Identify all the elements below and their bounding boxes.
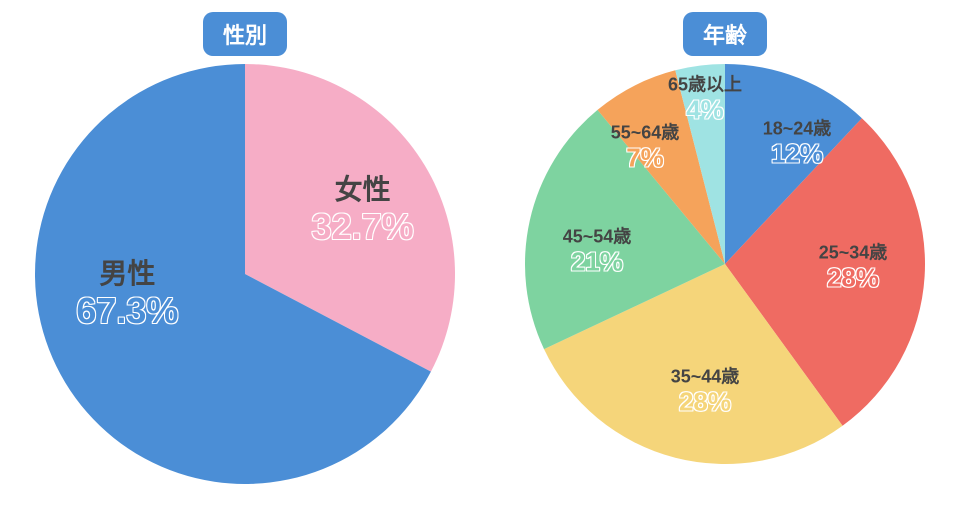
age-pie-svg — [525, 64, 925, 464]
charts-container: 性別 女性32.7%男性67.3% 年齢 18~24歳12%25~34歳28%3… — [0, 0, 960, 518]
gender-chart-panel: 性別 女性32.7%男性67.3% — [35, 12, 455, 484]
age-pie: 18~24歳12%25~34歳28%35~44歳28%45~54歳21%55~6… — [525, 64, 925, 464]
age-chart-panel: 年齢 18~24歳12%25~34歳28%35~44歳28%45~54歳21%5… — [525, 12, 925, 464]
gender-title-badge: 性別 — [203, 12, 287, 56]
gender-pie: 女性32.7%男性67.3% — [35, 64, 455, 484]
age-title-badge: 年齢 — [683, 12, 767, 56]
gender-pie-svg — [35, 64, 455, 484]
